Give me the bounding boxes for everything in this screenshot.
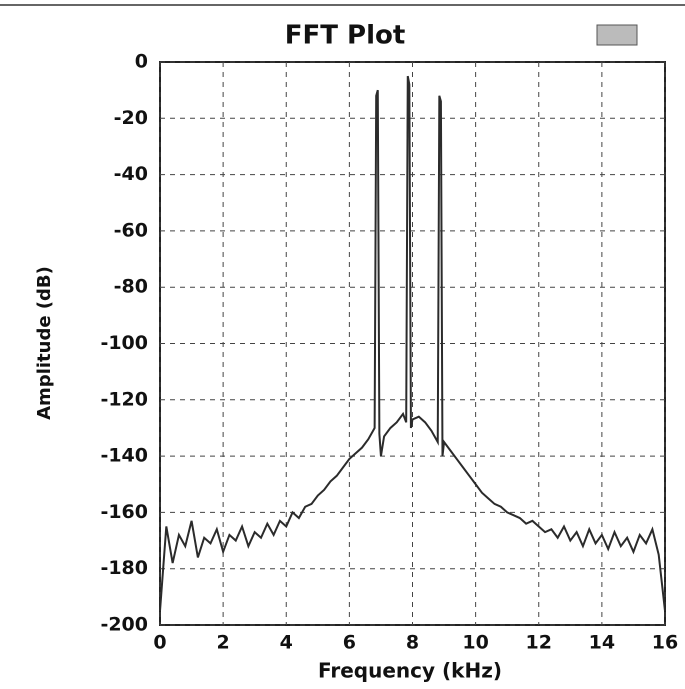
x-tick-label: 14 bbox=[589, 632, 615, 654]
y-tick-label: -100 bbox=[100, 332, 148, 354]
y-tick-label: -200 bbox=[100, 614, 148, 636]
y-axis-label: Amplitude (dB) bbox=[34, 266, 55, 420]
y-tick-label: -120 bbox=[100, 388, 148, 410]
y-tick-label: -180 bbox=[100, 557, 148, 579]
x-tick-label: 12 bbox=[526, 632, 552, 654]
x-tick-label: 6 bbox=[343, 632, 356, 654]
x-tick-label: 10 bbox=[462, 632, 488, 654]
x-axis-label: Frequency (kHz) bbox=[318, 659, 502, 683]
y-tick-label: -160 bbox=[100, 501, 148, 523]
x-tick-label: 2 bbox=[217, 632, 230, 654]
x-tick-label: 0 bbox=[153, 632, 166, 654]
y-tick-label: -20 bbox=[114, 107, 148, 129]
chart-title: FFT Plot bbox=[285, 21, 406, 51]
x-tick-label: 4 bbox=[280, 632, 293, 654]
y-tick-label: -40 bbox=[114, 163, 148, 185]
spectrum-line bbox=[159, 75, 666, 612]
legend-icon bbox=[596, 24, 638, 46]
x-tick-label: 8 bbox=[406, 632, 419, 654]
y-tick-label: -140 bbox=[100, 445, 148, 467]
y-tick-label: 0 bbox=[135, 51, 148, 73]
x-tick-label: 16 bbox=[652, 632, 678, 654]
y-tick-label: -80 bbox=[114, 276, 148, 298]
y-tick-label: -60 bbox=[114, 219, 148, 241]
